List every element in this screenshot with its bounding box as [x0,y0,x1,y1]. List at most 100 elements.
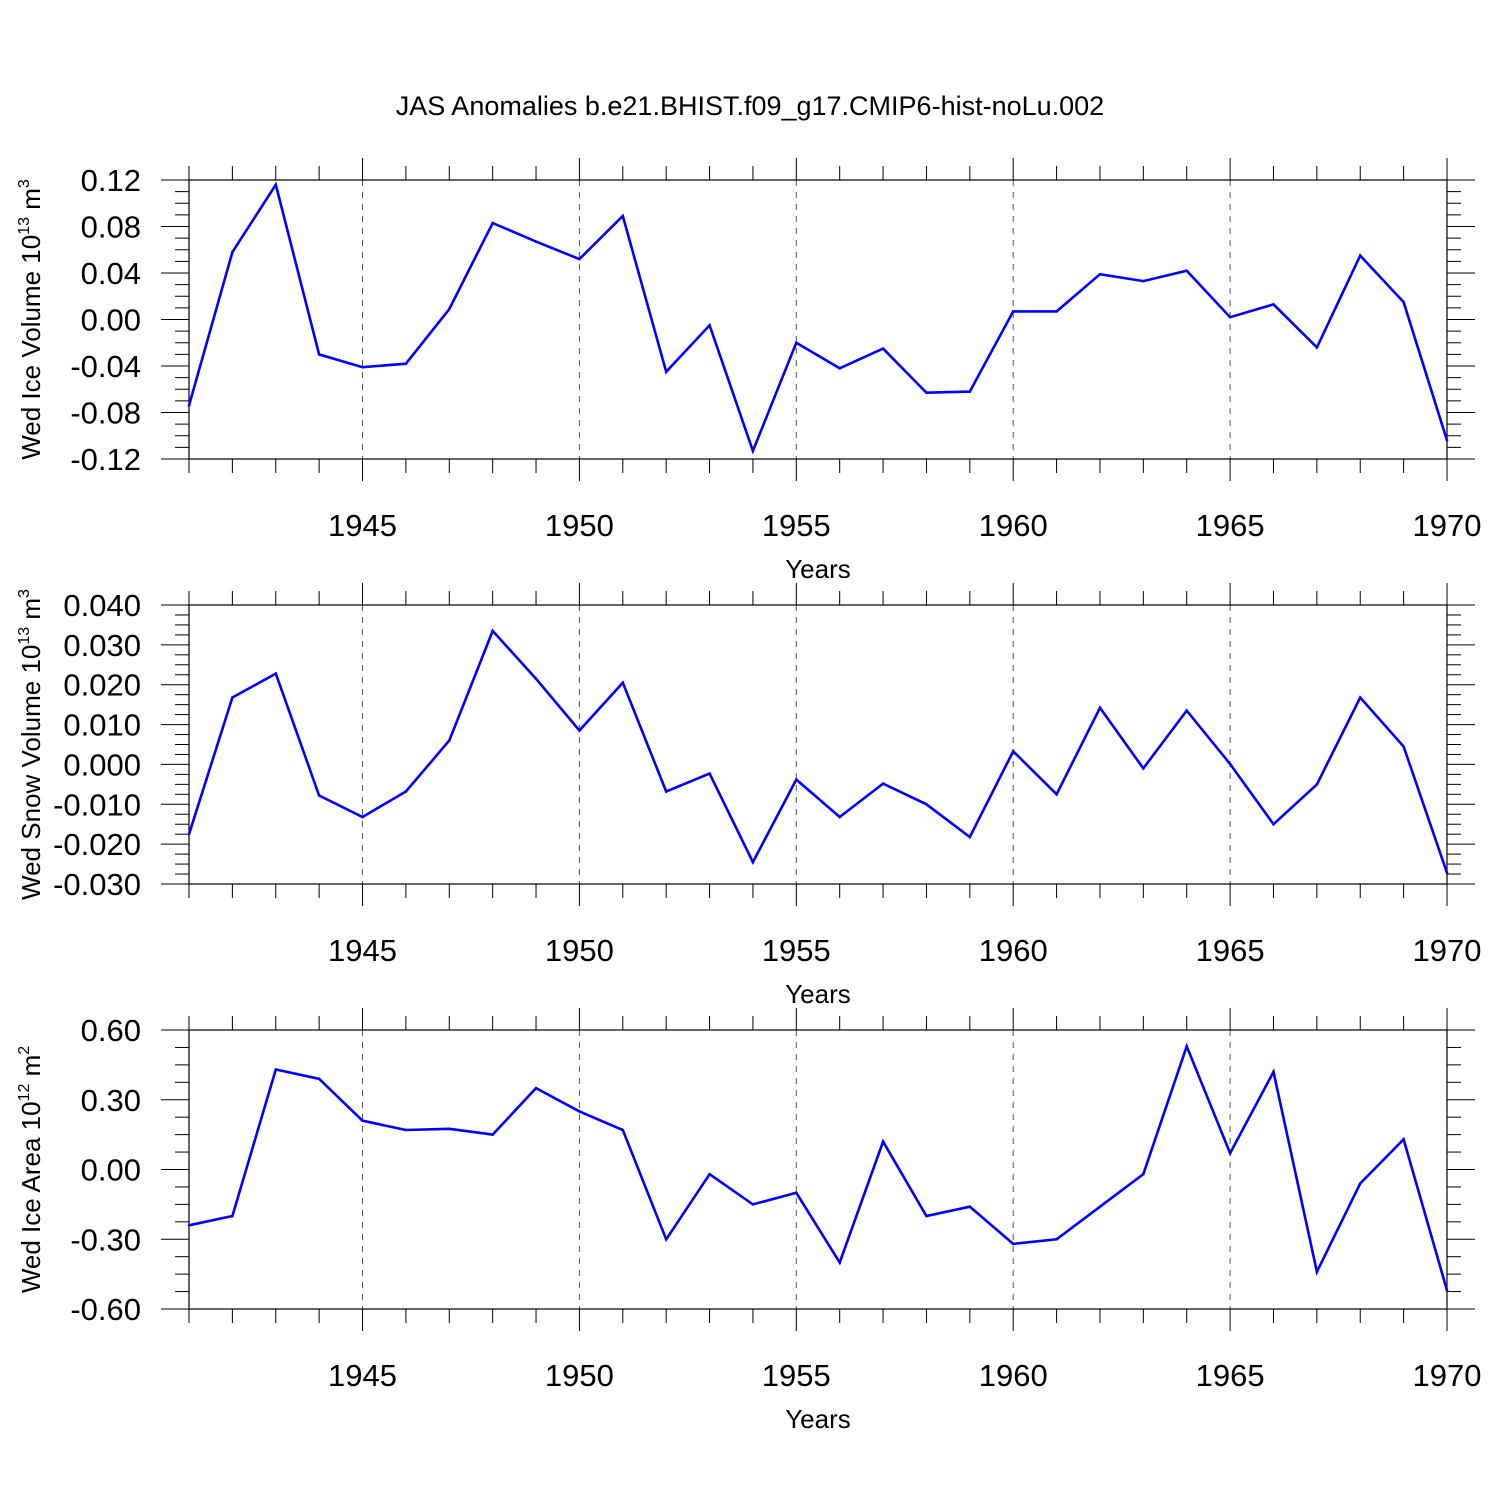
data-point [231,696,234,699]
data-point [1445,1289,1449,1292]
data-point [1011,310,1015,313]
data-point [187,404,191,407]
x-tick-label: 1970 [1413,508,1482,543]
panel-3: -0.60 -0.30 0.00 0.30 0.60 1945 1950 1955 1960 19… [16,1008,1481,1434]
data-point [881,347,885,350]
series-line [187,181,1449,455]
x-tick-label: 1950 [545,933,614,968]
data-point [491,629,494,633]
data-point [1185,709,1189,712]
data-point [925,802,928,806]
data-point [1142,1172,1145,1176]
data-point [1315,783,1319,786]
y-tick-label: -0.12 [70,442,141,477]
data-point [361,815,364,819]
y-tick-label: -0.04 [70,349,141,384]
data-point [751,1203,755,1206]
data-point [1011,749,1015,753]
y-tick-label: 0.010 [63,708,141,743]
data-point [404,790,408,793]
data-point [274,1068,278,1071]
data-point [578,1110,581,1113]
data-point [1142,279,1145,283]
y-tick-label: 0.60 [81,1013,141,1048]
series-line [187,628,1449,874]
data-point [274,183,278,186]
data-point [1185,1044,1189,1048]
data-point [578,729,581,732]
data-point [491,221,494,225]
data-point [708,772,711,775]
y-axis-label: Wed Ice Volume 1013 m3 [16,179,46,460]
plot-frame [188,1029,1448,1310]
x-tick-label: 1950 [545,1358,614,1393]
y-tick-label: 0.040 [63,588,141,623]
data-point [1445,439,1449,442]
panel-2: -0.030 -0.020 -0.010 0.000 0.010 0.020 0.030 0.… [16,583,1481,1009]
data-point [664,790,668,793]
data-point [361,365,364,369]
data-point [534,240,538,243]
data-point [1228,1151,1232,1155]
plot-frame [188,179,1448,460]
data-point [1402,1137,1405,1141]
data-point [404,362,408,365]
data-point [621,214,625,218]
data-point [1185,269,1189,272]
data-point [1228,762,1232,766]
data-point [534,677,538,681]
data-point [708,1172,711,1176]
data-point [187,832,191,836]
x-tick-label: 1960 [979,1358,1048,1393]
data-point [1445,871,1449,875]
data-point [447,739,451,742]
data-point [925,391,928,395]
x-tick-label: 1960 [979,933,1048,968]
y-tick-label: -0.020 [53,827,141,862]
data-point [1315,346,1319,349]
y-tick-label: -0.010 [53,787,141,822]
y-axis-label: Wed Ice Area 1012 m2 [16,1046,46,1293]
data-point [1272,822,1275,826]
data-point [317,353,321,356]
data-point [708,324,711,327]
x-tick-label: 1955 [762,508,831,543]
data-point [1055,310,1058,313]
data-point [534,1086,538,1090]
data-point [1098,706,1102,710]
data-point [968,390,972,393]
data-point [664,370,668,374]
data-point [795,1191,798,1195]
x-tick-label: 1945 [328,508,397,543]
chart-title: JAS Anomalies b.e21.BHIST.f09_g17.CMIP6-… [396,91,1104,121]
data-point [447,307,451,311]
data-point [751,860,755,864]
data-point [231,1214,234,1218]
data-point [317,794,321,797]
data-point [1055,793,1058,796]
data-point [1272,303,1275,306]
x-tick-label: 1970 [1413,1358,1482,1393]
data-point [578,257,581,261]
data-point [1228,315,1232,319]
data-point [664,1237,668,1241]
x-axis-label: Years [785,979,851,1009]
data-point [1358,1182,1362,1185]
y-tick-label: 0.030 [63,628,141,663]
data-point [795,341,798,345]
x-tick-label: 1965 [1196,933,1265,968]
data-point [925,1214,928,1218]
y-tick-label: -0.60 [70,1292,141,1327]
x-tick-label: 1955 [762,933,831,968]
data-point [447,1127,451,1131]
data-point [881,782,885,785]
series-line [188,1042,1449,1291]
data-point [838,815,841,819]
data-point [1402,300,1405,304]
y-tick-label: 0.020 [63,668,141,703]
data-point [274,672,278,675]
x-tick-label: 1965 [1196,508,1265,543]
data-point [404,1128,408,1132]
data-point [1098,1205,1102,1208]
